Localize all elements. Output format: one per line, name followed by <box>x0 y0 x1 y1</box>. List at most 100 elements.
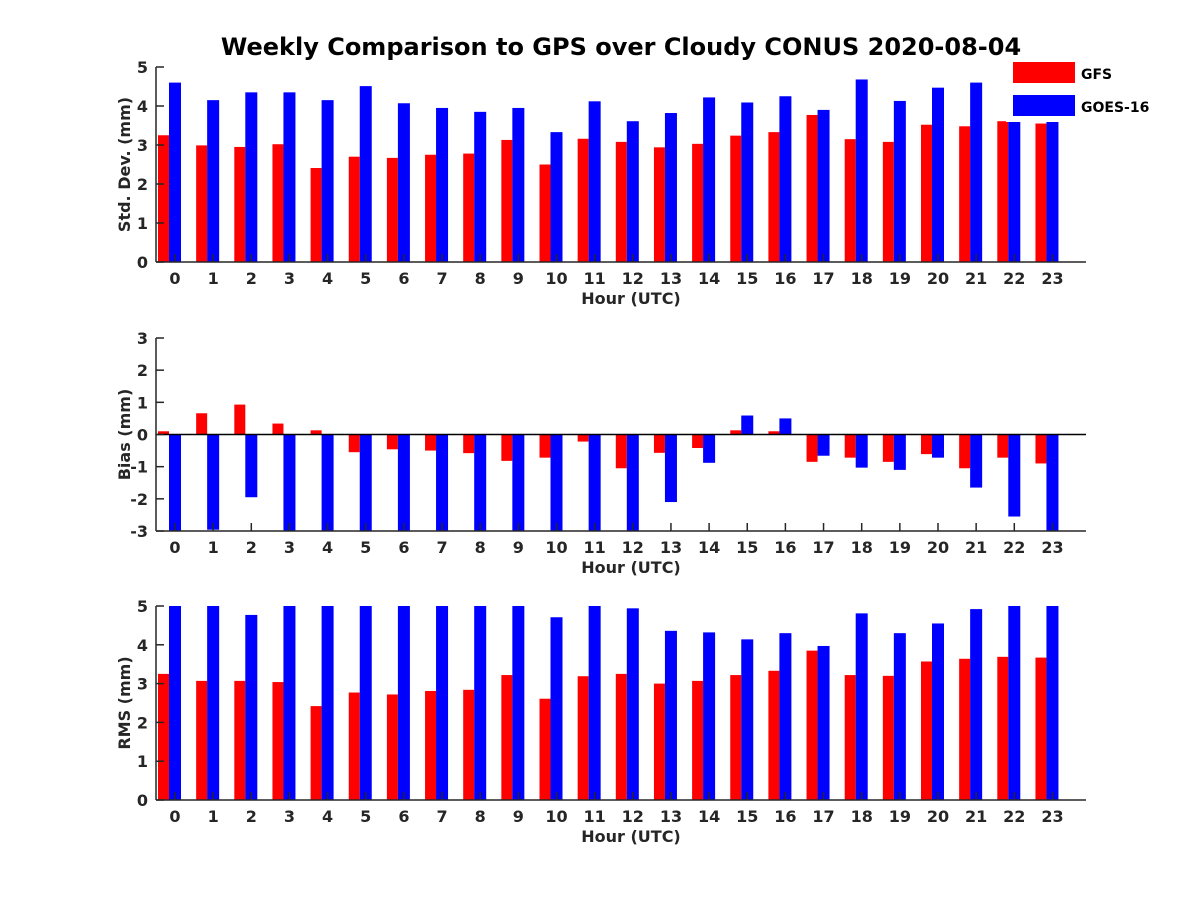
std-dev-xtick-label: 13 <box>660 269 682 288</box>
bias-bar-gfs-18 <box>844 434 856 458</box>
std-dev-bar-goes-16-13 <box>664 113 677 263</box>
bias-xtick-label: 14 <box>698 538 720 557</box>
rms-bar-gfs-16 <box>768 670 780 800</box>
std-dev-xtick-label: 7 <box>436 269 447 288</box>
std-dev-bar-gfs-8 <box>463 153 475 262</box>
bias-bar-gfs-22 <box>997 434 1009 458</box>
bias-ytick-label: -2 <box>130 490 148 509</box>
std-dev-bar-gfs-14 <box>692 143 704 262</box>
rms-bar-gfs-19 <box>882 675 894 800</box>
bias-bar-gfs-1 <box>196 413 208 435</box>
std-dev-bar-goes-16-9 <box>512 107 525 262</box>
legend: GFS GOES-16 <box>1006 58 1162 122</box>
rms-x-axis-label: Hour (UTC) <box>581 827 681 846</box>
rms-bar-goes-16-7 <box>436 606 449 800</box>
rms-bar-goes-16-15 <box>741 639 754 800</box>
bias-bar-gfs-5 <box>348 434 360 453</box>
std-dev-y-axis-label: Std. Dev. (mm) <box>115 97 134 232</box>
rms-bar-goes-16-4 <box>321 606 334 800</box>
std-dev-bar-gfs-21 <box>959 126 971 262</box>
rms-xtick-label: 14 <box>698 807 720 826</box>
bias-bar-gfs-20 <box>921 434 932 455</box>
bias-bar-goes-16-15 <box>741 415 754 435</box>
std-dev-xtick-label: 9 <box>513 269 524 288</box>
std-dev-bar-gfs-4 <box>310 168 322 262</box>
rms-xtick-label: 18 <box>851 807 873 826</box>
bias-xtick-label: 13 <box>660 538 682 557</box>
bias-xtick-label: 8 <box>475 538 486 557</box>
bias-xtick-label: 18 <box>851 538 873 557</box>
rms-bar-gfs-2 <box>234 680 246 800</box>
bias-xtick-label: 15 <box>736 538 758 557</box>
bias-bar-gfs-14 <box>692 434 704 449</box>
bias-bar-gfs-23 <box>1035 434 1047 464</box>
rms-xtick-label: 21 <box>965 807 987 826</box>
bias-xtick-label: 1 <box>208 538 219 557</box>
rms-y-axis-label: RMS (mm) <box>115 656 134 749</box>
rms-xtick-label: 1 <box>208 807 219 826</box>
std-dev-xtick-label: 8 <box>475 269 486 288</box>
bias-bar-goes-16-20 <box>932 434 944 458</box>
bias-xtick-label: 20 <box>927 538 949 557</box>
std-dev-bar-goes-16-0 <box>169 82 181 262</box>
std-dev-bar-gfs-0 <box>158 135 169 262</box>
rms-bar-goes-16-13 <box>664 630 677 800</box>
std-dev-xtick-label: 16 <box>774 269 796 288</box>
rms-bar-gfs-4 <box>310 706 322 800</box>
rms-bar-gfs-9 <box>501 675 513 800</box>
std-dev-xtick-label: 11 <box>584 269 606 288</box>
rms-bar-gfs-8 <box>463 689 475 800</box>
rms-ytick-label: 2 <box>137 713 148 732</box>
bias-ytick-label: 1 <box>137 393 148 412</box>
bias-bar-goes-16-7 <box>436 434 449 531</box>
bias-bar-goes-16-18 <box>855 434 868 468</box>
bias-xtick-label: 22 <box>1003 538 1025 557</box>
std-dev-bar-gfs-10 <box>539 164 551 262</box>
std-dev-bar-gfs-1 <box>196 145 208 262</box>
bias-bar-goes-16-6 <box>397 434 410 531</box>
rms-bar-goes-16-23 <box>1046 606 1059 800</box>
bias-bar-goes-16-21 <box>970 434 983 488</box>
std-dev-bar-goes-16-19 <box>893 100 906 263</box>
bias-bar-goes-16-19 <box>893 434 906 470</box>
rms-xtick-label: 23 <box>1041 807 1063 826</box>
std-dev-bar-gfs-18 <box>844 139 856 262</box>
std-dev-bar-goes-16-1 <box>207 100 220 263</box>
bias-ytick-label: 2 <box>137 361 148 380</box>
bias-ytick-label: 0 <box>137 426 148 445</box>
bias-bar-goes-16-11 <box>588 434 601 531</box>
bias-bar-gfs-9 <box>501 434 513 461</box>
std-dev-bar-gfs-13 <box>653 147 665 262</box>
rms-xtick-label: 2 <box>246 807 257 826</box>
std-dev-xtick-label: 0 <box>169 269 180 288</box>
rms-bar-gfs-1 <box>196 680 208 800</box>
std-dev-xtick-label: 14 <box>698 269 720 288</box>
std-dev-bar-gfs-9 <box>501 139 513 262</box>
std-dev-bar-goes-16-5 <box>359 86 372 262</box>
std-dev-xtick-label: 22 <box>1003 269 1025 288</box>
std-dev-series-goes-16 <box>169 79 1059 263</box>
bias-bar-gfs-6 <box>386 434 398 450</box>
bias-bar-gfs-2 <box>234 404 246 435</box>
bias-xtick-label: 9 <box>513 538 524 557</box>
std-dev-ytick-label: 5 <box>137 58 148 77</box>
std-dev-xtick-label: 4 <box>322 269 333 288</box>
bias-bar-goes-16-3 <box>283 434 296 531</box>
bias-bar-goes-16-8 <box>474 434 487 531</box>
std-dev-bar-gfs-22 <box>997 121 1009 263</box>
bias-bar-goes-16-17 <box>817 434 830 456</box>
std-dev-xtick-label: 18 <box>851 269 873 288</box>
bias-bar-goes-16-14 <box>703 434 716 463</box>
rms-ytick-label: 0 <box>137 791 148 810</box>
bias-bar-goes-16-22 <box>1008 434 1021 517</box>
std-dev-bar-goes-16-8 <box>474 111 487 262</box>
rms-bar-goes-16-19 <box>893 633 906 800</box>
legend-label-gfs: GFS <box>1081 67 1112 83</box>
std-dev-bar-goes-16-15 <box>741 102 754 263</box>
rms-bar-gfs-10 <box>539 698 551 800</box>
std-dev-xtick-label: 23 <box>1041 269 1063 288</box>
rms-bar-goes-16-3 <box>283 606 296 800</box>
rms-bar-gfs-7 <box>425 690 437 800</box>
